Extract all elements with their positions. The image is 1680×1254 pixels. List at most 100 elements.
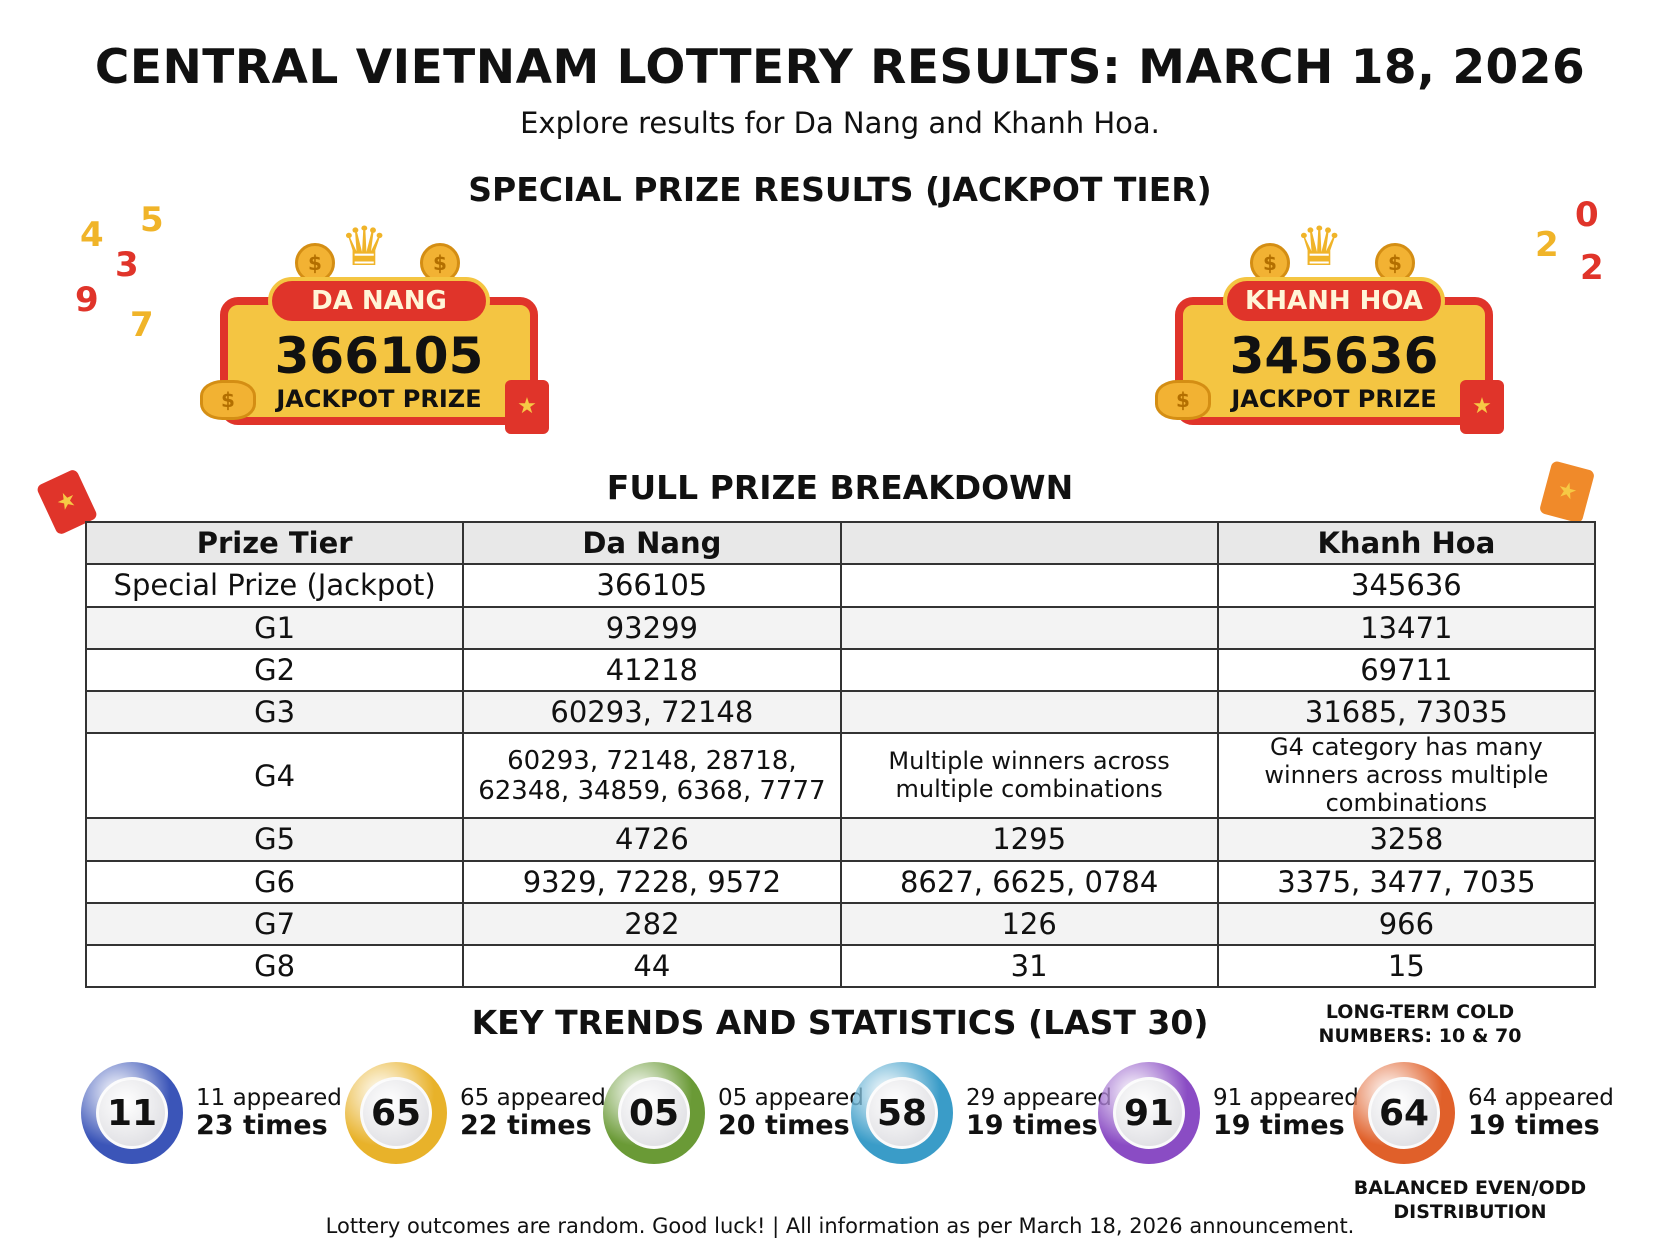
khanh-hoa-cell: 345636 bbox=[1216, 563, 1597, 608]
decorative-number: 2 bbox=[1535, 225, 1559, 265]
khanh-hoa-cell: G4 category has many winners across mult… bbox=[1216, 732, 1597, 820]
middle-cell bbox=[839, 647, 1219, 693]
jackpot-badge-da-nang: ♛ $ $ DA NANG 366105 JACKPOT PRIZE $ ★ bbox=[200, 215, 550, 435]
table-row: Special Prize (Jackpot) 366105 345636 bbox=[84, 563, 1597, 608]
column-header: Prize Tier bbox=[84, 520, 465, 566]
da-nang-cell: 282 bbox=[462, 901, 842, 947]
ball-stat: 11 appeared 23 times bbox=[196, 1084, 342, 1141]
ball-number: 64 bbox=[1368, 1077, 1440, 1149]
prize-tier-cell: G7 bbox=[84, 901, 465, 947]
prize-tier-cell: G1 bbox=[84, 605, 465, 650]
prize-tier-cell: G4 bbox=[84, 732, 465, 820]
lottery-ball: 58 bbox=[851, 1062, 953, 1164]
middle-cell bbox=[839, 690, 1219, 735]
da-nang-cell: 60293, 72148, 28718, 62348, 34859, 6368,… bbox=[462, 732, 842, 820]
khanh-hoa-cell: 15 bbox=[1216, 944, 1597, 989]
ball-number: 11 bbox=[96, 1077, 168, 1149]
table-row: G2 41218 69711 bbox=[84, 647, 1597, 693]
khanh-hoa-cell: 3375, 3477, 7035 bbox=[1216, 859, 1597, 904]
decorative-number: 5 bbox=[140, 200, 164, 240]
stat-count: 19 times bbox=[966, 1110, 1098, 1141]
middle-cell: 8627, 6625, 0784 bbox=[839, 859, 1219, 904]
ball-stat: 65 appeared 22 times bbox=[460, 1084, 606, 1141]
stat-line: 64 appeared bbox=[1468, 1085, 1614, 1111]
cold-numbers-note: LONG-TERM COLD NUMBERS: 10 & 70 bbox=[1318, 1001, 1522, 1047]
middle-cell: Multiple winners across multiple combina… bbox=[839, 732, 1219, 820]
footer-disclaimer: Lottery outcomes are random. Good luck! … bbox=[325, 1214, 1355, 1238]
decorative-number: 2 bbox=[1580, 248, 1604, 288]
da-nang-cell: 44 bbox=[462, 944, 842, 989]
table-row: G7 282 126 966 bbox=[84, 901, 1597, 947]
table-row: G1 93299 13471 bbox=[84, 605, 1597, 650]
prize-tier-cell: G3 bbox=[84, 690, 465, 735]
decorative-number: 0 bbox=[1575, 195, 1599, 235]
jackpot-label: JACKPOT PRIZE bbox=[1231, 385, 1437, 413]
column-header: Da Nang bbox=[462, 520, 842, 566]
province-label: KHANH HOA bbox=[1223, 277, 1445, 325]
coin-stack-icon: $ bbox=[200, 380, 256, 420]
lottery-ball: 64 bbox=[1353, 1062, 1455, 1164]
jackpot-badge-khanh-hoa: ♛ $ $ KHANH HOA 345636 JACKPOT PRIZE $ ★ bbox=[1155, 215, 1505, 435]
middle-cell: 126 bbox=[839, 901, 1219, 947]
jackpot-number: 345636 bbox=[1229, 327, 1439, 385]
trends-heading: KEY TRENDS AND STATISTICS (LAST 30) bbox=[471, 1003, 1209, 1042]
crown-icon: ♛ bbox=[340, 215, 389, 278]
coin-icon: $ bbox=[295, 243, 335, 283]
column-header: Khanh Hoa bbox=[1216, 520, 1597, 566]
breakdown-heading: FULL PRIZE BREAKDOWN bbox=[606, 468, 1074, 507]
ball-stat: 64 appeared 19 times bbox=[1468, 1084, 1614, 1141]
table-row: G3 60293, 72148 31685, 73035 bbox=[84, 690, 1597, 735]
table-row: G4 60293, 72148, 28718, 62348, 34859, 636… bbox=[84, 732, 1597, 820]
da-nang-cell: 41218 bbox=[462, 647, 842, 693]
ball-number: 05 bbox=[618, 1077, 690, 1149]
da-nang-cell: 366105 bbox=[462, 563, 842, 608]
decorative-number: 4 bbox=[80, 215, 104, 255]
decorative-number: 9 bbox=[75, 280, 99, 320]
stat-line: 05 appeared bbox=[718, 1085, 864, 1111]
stat-count: 23 times bbox=[196, 1110, 328, 1141]
prize-tier-cell: G5 bbox=[84, 817, 465, 862]
da-nang-cell: 93299 bbox=[462, 605, 842, 650]
ball-stat: 29 appeared 19 times bbox=[966, 1084, 1112, 1141]
jackpot-number: 366105 bbox=[274, 327, 484, 385]
prize-tier-cell: G2 bbox=[84, 647, 465, 693]
stat-line: 11 appeared bbox=[196, 1085, 342, 1111]
da-nang-cell: 60293, 72148 bbox=[462, 690, 842, 735]
middle-cell bbox=[839, 605, 1219, 650]
middle-cell: 31 bbox=[839, 944, 1219, 989]
stat-line: 91 appeared bbox=[1213, 1085, 1359, 1111]
khanh-hoa-cell: 31685, 73035 bbox=[1216, 690, 1597, 735]
ball-number: 58 bbox=[866, 1077, 938, 1149]
ball-stat: 91 appeared 19 times bbox=[1213, 1084, 1359, 1141]
page-title: CENTRAL VIETNAM LOTTERY RESULTS: MARCH 1… bbox=[94, 40, 1586, 95]
khanh-hoa-cell: 3258 bbox=[1216, 817, 1597, 862]
lottery-ball: 05 bbox=[603, 1062, 705, 1164]
prize-table: Prize Tier Da Nang Khanh Hoa Special Pri… bbox=[84, 520, 1597, 989]
page-subtitle: Explore results for Da Nang and Khanh Ho… bbox=[520, 106, 1160, 140]
jackpot-label: JACKPOT PRIZE bbox=[276, 385, 482, 413]
ball-number: 91 bbox=[1113, 1077, 1185, 1149]
middle-cell: 1295 bbox=[839, 817, 1219, 862]
special-prize-heading: SPECIAL PRIZE RESULTS (JACKPOT TIER) bbox=[468, 170, 1212, 209]
lottery-ball: 91 bbox=[1098, 1062, 1200, 1164]
lottery-ball: 11 bbox=[81, 1062, 183, 1164]
khanh-hoa-cell: 13471 bbox=[1216, 605, 1597, 650]
red-envelope-icon: ★ bbox=[505, 380, 549, 434]
khanh-hoa-cell: 69711 bbox=[1216, 647, 1597, 693]
ball-number: 65 bbox=[360, 1077, 432, 1149]
stat-count: 19 times bbox=[1213, 1110, 1345, 1141]
lottery-ball: 65 bbox=[345, 1062, 447, 1164]
table-row: G8 44 31 15 bbox=[84, 944, 1597, 989]
province-label: DA NANG bbox=[268, 277, 490, 325]
table-header-row: Prize Tier Da Nang Khanh Hoa bbox=[84, 520, 1597, 566]
da-nang-cell: 4726 bbox=[462, 817, 842, 862]
red-envelope-icon: ★ bbox=[1460, 380, 1504, 434]
middle-cell bbox=[839, 563, 1219, 608]
stat-line: 29 appeared bbox=[966, 1085, 1112, 1111]
table-row: G5 4726 1295 3258 bbox=[84, 817, 1597, 862]
even-odd-note: BALANCED EVEN/ODD DISTRIBUTION bbox=[1353, 1177, 1587, 1223]
crown-icon: ♛ bbox=[1295, 215, 1344, 278]
coin-stack-icon: $ bbox=[1155, 380, 1211, 420]
stat-count: 22 times bbox=[460, 1110, 592, 1141]
khanh-hoa-cell: 966 bbox=[1216, 901, 1597, 947]
